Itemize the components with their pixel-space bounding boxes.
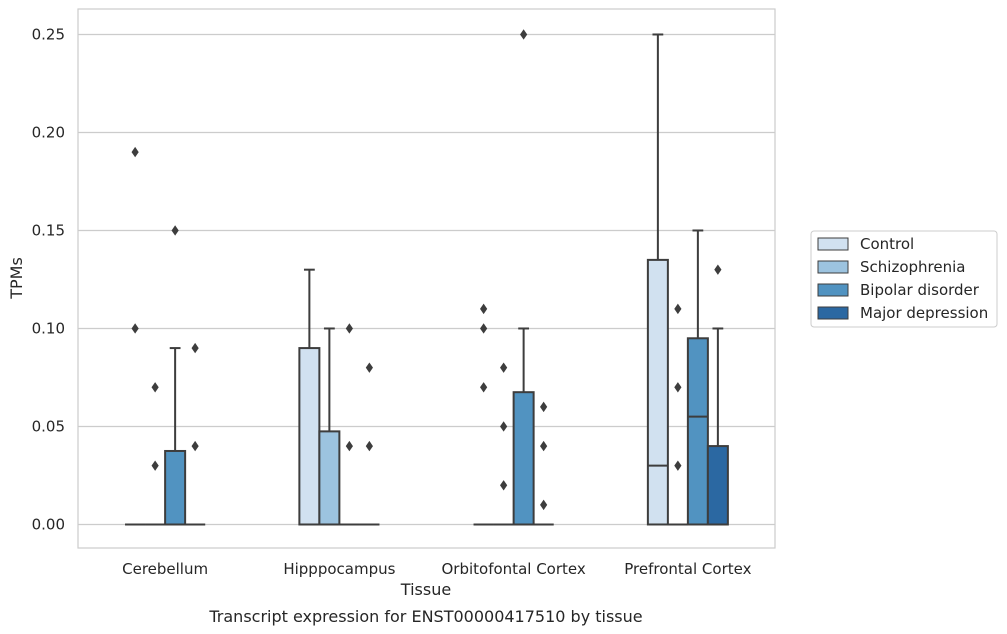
box-group [125,146,146,526]
y-tick-label: 0.20 [32,123,65,141]
y-tick-label: 0.25 [32,25,65,43]
legend-swatch [817,237,849,251]
legend-label: Bipolar disorder [860,281,980,299]
outlier-point [191,342,199,354]
box-group [298,268,321,526]
outlier-point [480,323,488,334]
plot-frame [77,8,776,549]
outlier-point [345,323,353,334]
outlier-point [540,440,548,452]
box-group [318,327,341,526]
outlier-point [500,480,508,491]
outlier-point [151,460,159,471]
outlier-point [191,440,199,452]
x-tick-label: Cerebellum [122,560,208,578]
outlier-point [131,146,139,158]
y-tick-label: 0.00 [32,515,65,533]
outlier-point [500,421,508,432]
legend-swatch [817,306,849,320]
series-group [185,264,729,526]
box-group [533,401,554,526]
box-group [493,362,514,526]
box-group [145,382,166,526]
legend-frame [810,230,998,328]
series-group [125,33,669,526]
box [318,430,341,526]
y-axis-title: TPMs [7,257,26,300]
x-axis-ticks: Cerebellum Hipppocampus Orbitofontal Corte… [122,560,751,578]
series-group [164,29,709,526]
box-group [164,225,187,526]
box-group [512,29,535,526]
box [686,337,709,526]
series-group [145,303,688,526]
box-group [686,229,709,526]
outlier-point [365,440,373,452]
outlier-point [540,401,548,413]
outlier-point [674,460,682,471]
box [706,445,729,526]
box [164,449,187,526]
outlier-point [714,264,722,275]
outlier-point [540,499,548,511]
figure-caption: Transcript expression for ENST0000041751… [208,607,642,626]
x-tick-label: Orbitofontal Cortex [442,560,586,578]
box-group [706,264,729,526]
y-axis-ticks: 0.00 0.05 0.10 0.15 0.20 0.25 [32,25,65,533]
legend-swatch [817,260,849,274]
outlier-point [365,362,373,373]
x-tick-label: Prefrontal Cortex [624,560,751,578]
outlier-point [674,382,682,393]
y-tick-label: 0.05 [32,417,65,435]
box-group [667,303,688,526]
x-tick-label: Hipppocampus [283,560,395,578]
box-groups [125,29,729,526]
outlier-point [131,323,139,334]
outlier-point [480,382,488,393]
legend-label: Major depression [860,304,988,322]
box [512,391,535,526]
y-tick-label: 0.15 [32,221,65,239]
outlier-point [151,382,159,393]
x-axis-title: Tissue [400,580,451,599]
box-group [359,362,380,526]
outlier-point [674,303,682,315]
box-group [473,303,494,526]
outlier-point [500,362,508,373]
outlier-point [171,225,179,236]
legend-swatch [817,283,849,297]
outlier-point [480,303,488,315]
box [298,347,321,526]
legend-label: Control [860,235,914,253]
box-group [185,342,206,526]
outlier-point [520,29,528,40]
box [646,258,669,526]
legend: Control Schizophrenia Bipolar disorder Majo… [810,230,998,328]
y-tick-label: 0.10 [32,319,65,337]
legend-label: Schizophrenia [860,258,965,276]
box-group [339,323,360,526]
box-group [646,33,669,526]
outlier-point [345,440,353,452]
